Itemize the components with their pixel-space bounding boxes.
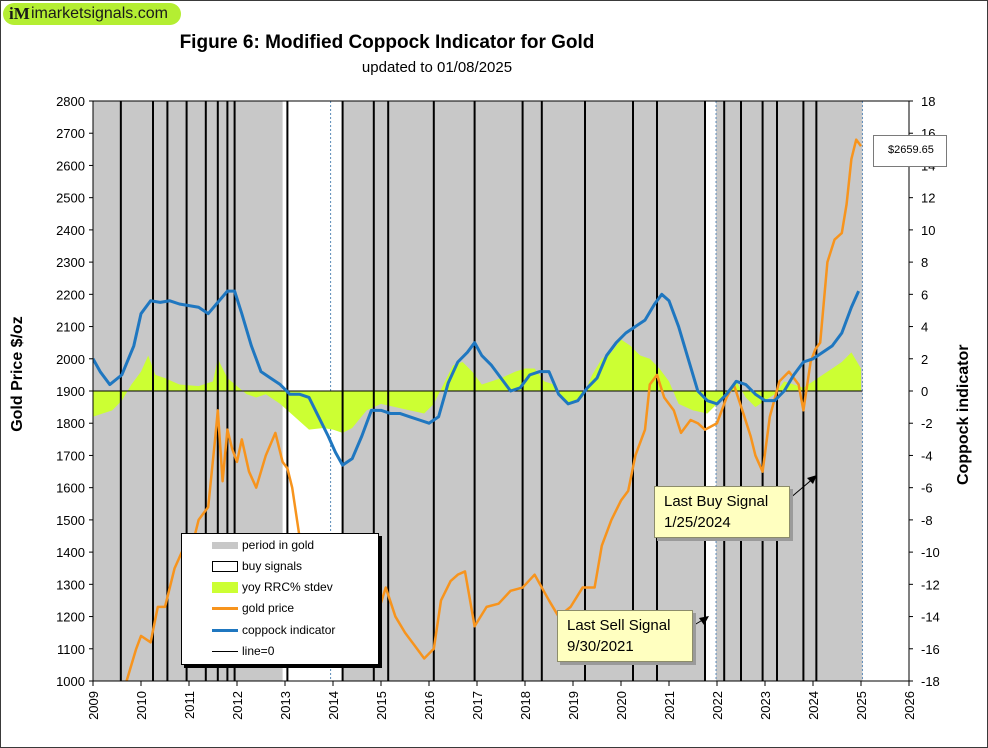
- sell-arrow-head: [699, 616, 709, 625]
- legend-swatch-period: [212, 542, 238, 549]
- y2-tick-label: 0: [921, 384, 928, 399]
- callout-last-buy: Last Buy Signal 1/25/2024: [654, 486, 790, 538]
- site-logo[interactable]: iM imarketsignals.com: [3, 3, 181, 25]
- x-tick-label: 2026: [902, 691, 917, 720]
- y-tick-label: 2500: [56, 191, 85, 206]
- y-tick-label: 1400: [56, 545, 85, 560]
- x-tick-label: 2016: [422, 691, 437, 720]
- y-axis-title-left: Gold Price $/oz: [9, 316, 26, 432]
- chart-subtitle: updated to 01/08/2025: [361, 59, 513, 76]
- x-tick-label: 2011: [182, 691, 197, 719]
- chart-title: Figure 6: Modified Coppock Indicator for…: [179, 32, 595, 53]
- legend-item-gold: gold price: [182, 599, 378, 619]
- x-tick-label: 2023: [758, 691, 773, 720]
- x-tick-label: 2012: [230, 691, 245, 720]
- y-tick-label: 1700: [56, 448, 85, 463]
- legend-label-zero: line=0: [242, 644, 275, 658]
- y2-tick-label: -14: [921, 610, 940, 625]
- chart-legend: period in gold buy signals yoy RRC% stde…: [181, 533, 379, 665]
- y2-tick-label: 2: [921, 352, 928, 367]
- series-gold-price-line: [125, 138, 863, 681]
- x-tick-label: 2014: [326, 691, 341, 720]
- y2-tick-label: 4: [921, 320, 928, 335]
- legend-label-buy: buy signals: [242, 559, 303, 573]
- y-tick-label: 1900: [56, 384, 85, 399]
- y-tick-label: 1500: [56, 513, 85, 528]
- callout-sell-line2: 9/30/2021: [567, 638, 634, 655]
- y-tick-label: 1200: [56, 610, 85, 625]
- latest-price-value: $2659.65: [888, 144, 934, 156]
- callout-last-sell: Last Sell Signal 9/30/2021: [557, 610, 693, 662]
- legend-item-buy: buy signals: [182, 557, 378, 577]
- legend-swatch-coppock: [212, 629, 238, 632]
- callout-sell-line1: Last Sell Signal: [567, 617, 671, 634]
- y-tick-label: 1600: [56, 481, 85, 496]
- y-tick-label: 1300: [56, 577, 85, 592]
- y-tick-label: 2400: [56, 223, 85, 238]
- x-tick-label: 2019: [566, 691, 581, 720]
- legend-item-period: period in gold: [182, 536, 378, 556]
- legend-label-period: period in gold: [242, 538, 315, 552]
- callout-buy-line1: Last Buy Signal: [664, 493, 769, 510]
- y-tick-label: 2000: [56, 352, 85, 367]
- y-tick-label: 2600: [56, 158, 85, 173]
- legend-label-rrc: yoy RRC% stdev: [242, 580, 333, 594]
- x-tick-label: 2024: [806, 691, 821, 720]
- series-coppock-line: [93, 289, 860, 467]
- series-rrc-area: [93, 339, 861, 433]
- x-tick-label: 2010: [134, 691, 149, 720]
- y2-tick-label: -6: [921, 481, 933, 496]
- y2-tick-label: -2: [921, 416, 933, 431]
- logo-mark: iM: [9, 4, 30, 23]
- y-tick-label: 1800: [56, 416, 85, 431]
- x-tick-label: 2025: [854, 691, 869, 720]
- y2-tick-label: -10: [921, 545, 940, 560]
- y2-tick-label: -8: [921, 513, 933, 528]
- y-axis-title-right: Coppock indicator: [955, 344, 972, 485]
- latest-price-tag: $2659.65: [873, 135, 947, 167]
- x-tick-label: 2009: [86, 691, 101, 720]
- y2-tick-label: -16: [921, 642, 940, 657]
- legend-swatch-buy: [212, 561, 238, 572]
- x-tick-label: 2020: [614, 691, 629, 720]
- y2-tick-label: -18: [921, 674, 940, 689]
- y2-tick-label: 6: [921, 287, 928, 302]
- logo-text: imarketsignals.com: [31, 5, 168, 22]
- legend-swatch-rrc: [212, 582, 238, 593]
- legend-item-coppock: coppock indicator: [182, 621, 378, 641]
- y-tick-label: 1100: [57, 642, 85, 657]
- y-tick-label: 2100: [56, 320, 85, 335]
- y-tick-label: 2800: [56, 94, 85, 109]
- legend-item-zero: line=0: [182, 642, 378, 662]
- legend-swatch-gold: [212, 607, 238, 610]
- x-tick-label: 2015: [374, 691, 389, 720]
- y2-tick-label: 18: [921, 94, 935, 109]
- x-tick-label: 2017: [470, 691, 485, 720]
- y2-tick-label: -12: [921, 577, 940, 592]
- legend-item-rrc: yoy RRC% stdev: [182, 578, 378, 598]
- x-tick-label: 2013: [278, 691, 293, 720]
- y2-tick-label: 12: [921, 191, 935, 206]
- y-tick-label: 2300: [56, 255, 85, 270]
- y-tick-label: 2200: [56, 287, 85, 302]
- x-tick-label: 2021: [662, 691, 677, 720]
- buy-arrow-head: [807, 475, 817, 484]
- x-tick-label: 2022: [710, 691, 725, 720]
- legend-label-gold: gold price: [242, 601, 295, 615]
- y2-tick-label: 10: [921, 223, 935, 238]
- legend-label-coppock: coppock indicator: [242, 623, 336, 637]
- legend-swatch-zero: [212, 651, 238, 652]
- y-tick-label: 1000: [56, 674, 85, 689]
- callout-buy-line2: 1/25/2024: [664, 514, 731, 531]
- y2-tick-label: -4: [921, 448, 933, 463]
- x-tick-label: 2018: [518, 691, 533, 720]
- y-tick-label: 2700: [56, 126, 85, 141]
- y2-tick-label: 8: [921, 255, 928, 270]
